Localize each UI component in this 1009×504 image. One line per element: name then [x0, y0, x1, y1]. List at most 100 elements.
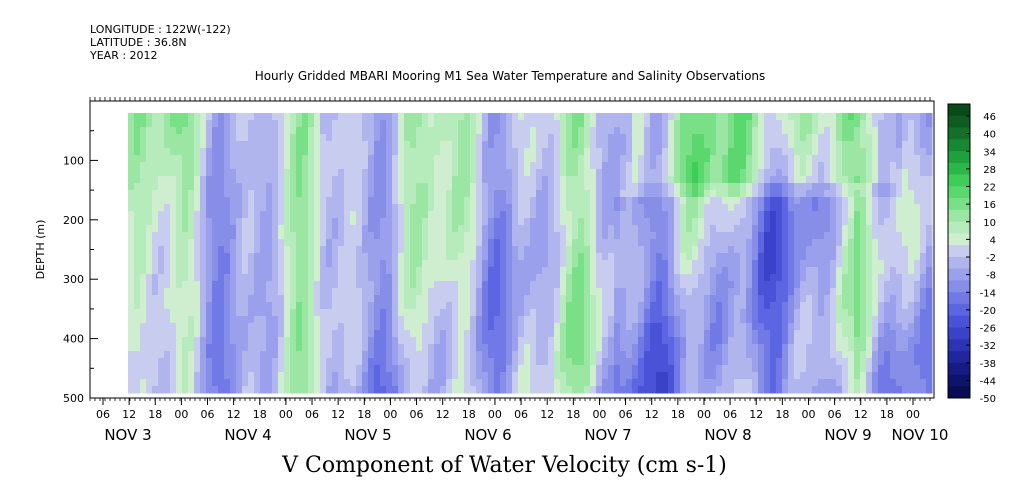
- heatmap-cell: [458, 379, 465, 387]
- heatmap-cell: [662, 309, 669, 317]
- heatmap-cell: [740, 302, 747, 310]
- heatmap-cell: [830, 260, 837, 268]
- heatmap-cell: [818, 337, 825, 345]
- heatmap-cell: [764, 155, 771, 163]
- heatmap-cell: [674, 148, 681, 156]
- heatmap-cell: [818, 379, 825, 387]
- heatmap-cell: [842, 162, 849, 170]
- heatmap-cell: [614, 379, 621, 387]
- heatmap-cell: [686, 211, 693, 219]
- heatmap-cell: [698, 302, 705, 310]
- heatmap-cell: [398, 162, 405, 170]
- heatmap-cell: [446, 316, 453, 324]
- heatmap-cell: [290, 274, 297, 282]
- heatmap-cell: [812, 253, 819, 261]
- heatmap-cell: [572, 253, 579, 261]
- heatmap-cell: [290, 211, 297, 219]
- heatmap-cell: [410, 120, 417, 128]
- heatmap-cell: [716, 113, 723, 121]
- heatmap-cell: [632, 302, 639, 310]
- heatmap-cell: [836, 239, 843, 247]
- heatmap-cell: [638, 225, 645, 233]
- heatmap-cell: [320, 344, 327, 352]
- heatmap-cell: [182, 218, 189, 226]
- heatmap-cell: [572, 169, 579, 177]
- heatmap-cell: [170, 239, 177, 247]
- heatmap-cell: [728, 169, 735, 177]
- heatmap-cell: [482, 183, 489, 191]
- heatmap-cell: [740, 127, 747, 135]
- heatmap-cell: [758, 316, 765, 324]
- heatmap-cell: [338, 162, 345, 170]
- heatmap-cell: [590, 372, 597, 380]
- heatmap-cell: [740, 218, 747, 226]
- heatmap-cell: [764, 225, 771, 233]
- heatmap-cell: [644, 288, 651, 296]
- heatmap-cell: [476, 190, 483, 198]
- heatmap-cell: [656, 120, 663, 128]
- heatmap-cell: [512, 274, 519, 282]
- heatmap-cell: [776, 190, 783, 198]
- heatmap-cell: [650, 120, 657, 128]
- heatmap-cell: [566, 372, 573, 380]
- heatmap-cell: [374, 274, 381, 282]
- heatmap-cell: [296, 316, 303, 324]
- heatmap-cell: [230, 358, 237, 366]
- heatmap-cell: [686, 246, 693, 254]
- heatmap-cell: [560, 267, 567, 275]
- heatmap-cell: [776, 323, 783, 331]
- heatmap-cell: [410, 253, 417, 261]
- heatmap-cell: [584, 197, 591, 205]
- heatmap-cell: [332, 330, 339, 338]
- heatmap-cell: [596, 337, 603, 345]
- heatmap-cell: [518, 260, 525, 268]
- heatmap-cell: [290, 127, 297, 135]
- heatmap-cell: [278, 148, 285, 156]
- heatmap-cell: [704, 211, 711, 219]
- heatmap-cell: [860, 225, 867, 233]
- heatmap-cell: [200, 120, 207, 128]
- heatmap-cell: [452, 162, 459, 170]
- heatmap-cell: [770, 302, 777, 310]
- heatmap-cell: [230, 197, 237, 205]
- heatmap-cell: [284, 141, 291, 149]
- heatmap-cell: [314, 239, 321, 247]
- heatmap-cell: [638, 239, 645, 247]
- heatmap-cell: [272, 274, 279, 282]
- heatmap-cell: [812, 197, 819, 205]
- heatmap-cell: [362, 204, 369, 212]
- heatmap-cell: [290, 344, 297, 352]
- heatmap-cell: [170, 218, 177, 226]
- heatmap-cell: [170, 246, 177, 254]
- heatmap-cell: [422, 267, 429, 275]
- heatmap-cell: [734, 358, 741, 366]
- heatmap-cell: [476, 274, 483, 282]
- heatmap-cell: [344, 239, 351, 247]
- heatmap-cell: [752, 386, 759, 394]
- heatmap-cell: [812, 148, 819, 156]
- heatmap-cell: [578, 358, 585, 366]
- heatmap-cell: [560, 274, 567, 282]
- heatmap-cell: [614, 246, 621, 254]
- heatmap-cell: [530, 169, 537, 177]
- heatmap-cell: [428, 253, 435, 261]
- heatmap-cell: [266, 253, 273, 261]
- heatmap-cell: [650, 218, 657, 226]
- heatmap-cell: [698, 316, 705, 324]
- heatmap-cell: [272, 218, 279, 226]
- heatmap-cell: [416, 281, 423, 289]
- heatmap-cell: [464, 176, 471, 184]
- heatmap-cell: [350, 372, 357, 380]
- heatmap-cell: [656, 260, 663, 268]
- heatmap-cell: [344, 211, 351, 219]
- heatmap-cell: [764, 309, 771, 317]
- heatmap-cell: [212, 358, 219, 366]
- heatmap-cell: [716, 365, 723, 373]
- heatmap-cell: [608, 176, 615, 184]
- heatmap-cell: [248, 113, 255, 121]
- heatmap-cell: [590, 358, 597, 366]
- heatmap-cell: [728, 204, 735, 212]
- heatmap-cell: [386, 169, 393, 177]
- heatmap-cell: [206, 169, 213, 177]
- heatmap-cell: [716, 330, 723, 338]
